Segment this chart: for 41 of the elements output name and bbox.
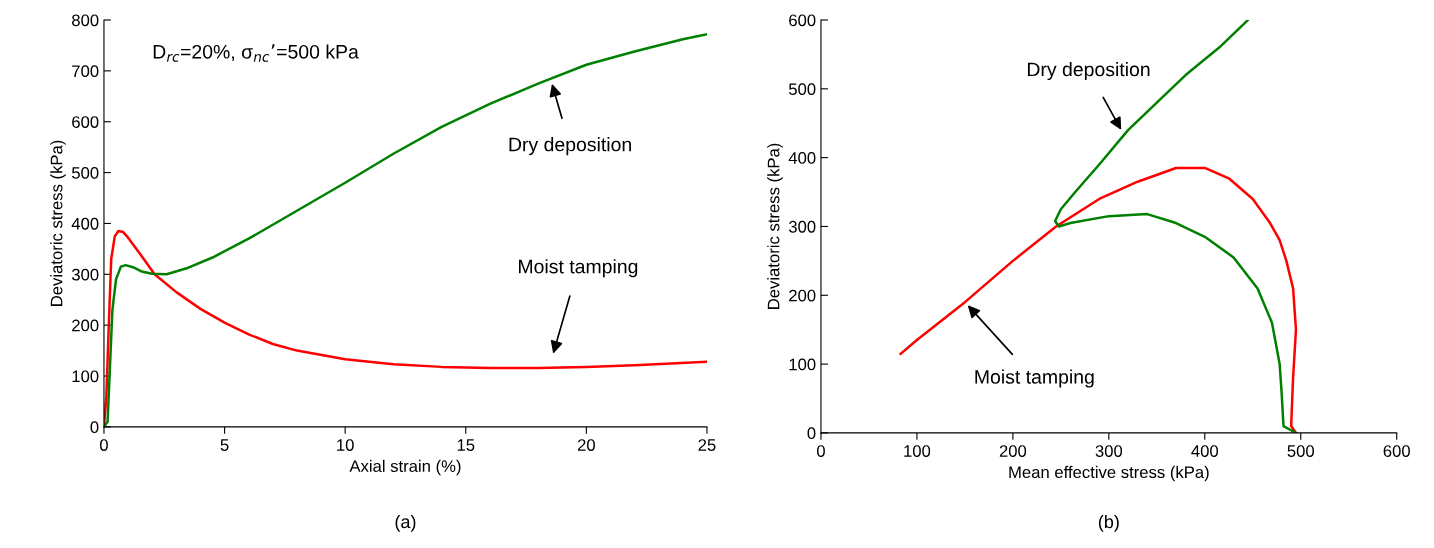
y-tick-label: 100: [72, 370, 99, 383]
y-tick-label: 0: [90, 421, 99, 434]
annotation: Moist tamping: [519, 259, 638, 278]
y-tick-label: 600: [72, 116, 99, 128]
x-tick-label: 0: [816, 445, 825, 457]
line-series: [899, 166, 1298, 433]
x-tick-label: 0: [99, 439, 108, 451]
y-tick-label: 300: [788, 220, 816, 233]
y-tick-label: 200: [789, 289, 816, 302]
x-tick-label: 200: [999, 445, 1027, 457]
annotation: Dry deposition: [509, 137, 631, 156]
x-tick-label: 5: [220, 439, 229, 451]
y-tick-label: 500: [71, 166, 99, 179]
y-axis-title: Deviatoric stress (kPa): [50, 140, 66, 306]
y-tick-label: 0: [807, 427, 816, 440]
x-tick-label: 600: [1383, 445, 1410, 457]
x-tick-label: 300: [1095, 445, 1123, 457]
x-axis-title: Mean effective stress (kPa): [1009, 465, 1209, 482]
y-tick-label: 700: [72, 65, 99, 78]
x-tick-label: 25: [698, 439, 716, 451]
y-tick-label: 300: [71, 268, 99, 281]
x-axis-title: Axial strain (%): [349, 459, 461, 476]
y-tick-label: 800: [72, 14, 99, 27]
y-tick-label: 200: [72, 319, 99, 332]
text: (b): [1098, 514, 1119, 532]
x-tick-label: 20: [577, 439, 595, 451]
y-tick-label: 400: [788, 152, 816, 164]
x-tick-label: 500: [1287, 445, 1315, 457]
annotation: Moist tamping: [975, 369, 1094, 388]
annotation: Dry deposition: [1027, 61, 1150, 81]
text: (a): [395, 514, 416, 532]
x-tick-label: 100: [904, 445, 931, 457]
y-tick-label: 100: [789, 358, 816, 371]
y-tick-label: 500: [788, 83, 816, 96]
y-axis-title: Deviatoric stress (kPa): [767, 143, 783, 309]
x-tick-label: 10: [337, 439, 354, 451]
x-tick-label: 15: [457, 439, 475, 451]
annotation: D$_{rc}$=20%, σ$_{nc}$’=500 kPa: [153, 44, 359, 62]
y-tick-label: 400: [71, 217, 99, 230]
y-tick-label: 600: [789, 14, 816, 27]
x-tick-label: 400: [1191, 445, 1219, 457]
